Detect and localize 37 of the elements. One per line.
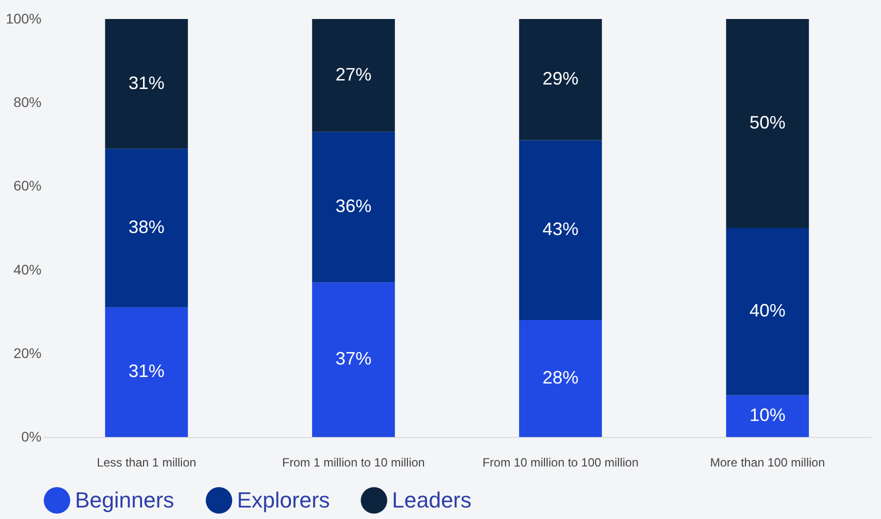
legend-label: Explorers xyxy=(237,487,330,512)
bar xyxy=(105,307,188,437)
bar xyxy=(312,282,395,437)
data-label: 43% xyxy=(542,219,579,240)
data-label: 31% xyxy=(128,361,165,382)
data-label: 10% xyxy=(749,405,786,426)
data-label: 38% xyxy=(128,217,165,237)
x-tick-label: Less than 1 million xyxy=(96,456,196,470)
data-label: 29% xyxy=(542,68,579,89)
y-tick-label: 60% xyxy=(13,178,42,194)
data-label: 50% xyxy=(749,112,786,132)
data-label: 36% xyxy=(335,196,372,216)
bar xyxy=(312,19,395,132)
y-tick-label: 40% xyxy=(13,261,42,278)
bar xyxy=(726,395,809,437)
bar xyxy=(726,228,809,396)
y-tick-label: 0% xyxy=(21,428,42,444)
bar xyxy=(519,19,602,140)
bar xyxy=(105,148,188,308)
bar xyxy=(519,140,602,320)
x-tick-label: From 1 million to 10 million xyxy=(282,456,425,470)
data-label: 31% xyxy=(128,72,165,93)
y-tick-label: 80% xyxy=(13,94,42,110)
data-label: 40% xyxy=(749,300,786,321)
data-label: 27% xyxy=(335,64,372,84)
y-tick-label: 20% xyxy=(13,344,42,361)
x-tick-label: More than 100 million xyxy=(710,456,825,470)
x-tick-label: From 10 million to 100 million xyxy=(482,456,639,470)
bar xyxy=(726,19,809,228)
y-tick-label: 100% xyxy=(6,10,42,26)
data-label: 37% xyxy=(335,348,372,369)
bar xyxy=(105,19,188,149)
legend-label: Leaders xyxy=(392,487,472,512)
bar xyxy=(519,320,602,437)
legend-label: Beginners xyxy=(75,487,174,512)
data-label: 28% xyxy=(542,367,579,388)
bar xyxy=(312,132,395,282)
